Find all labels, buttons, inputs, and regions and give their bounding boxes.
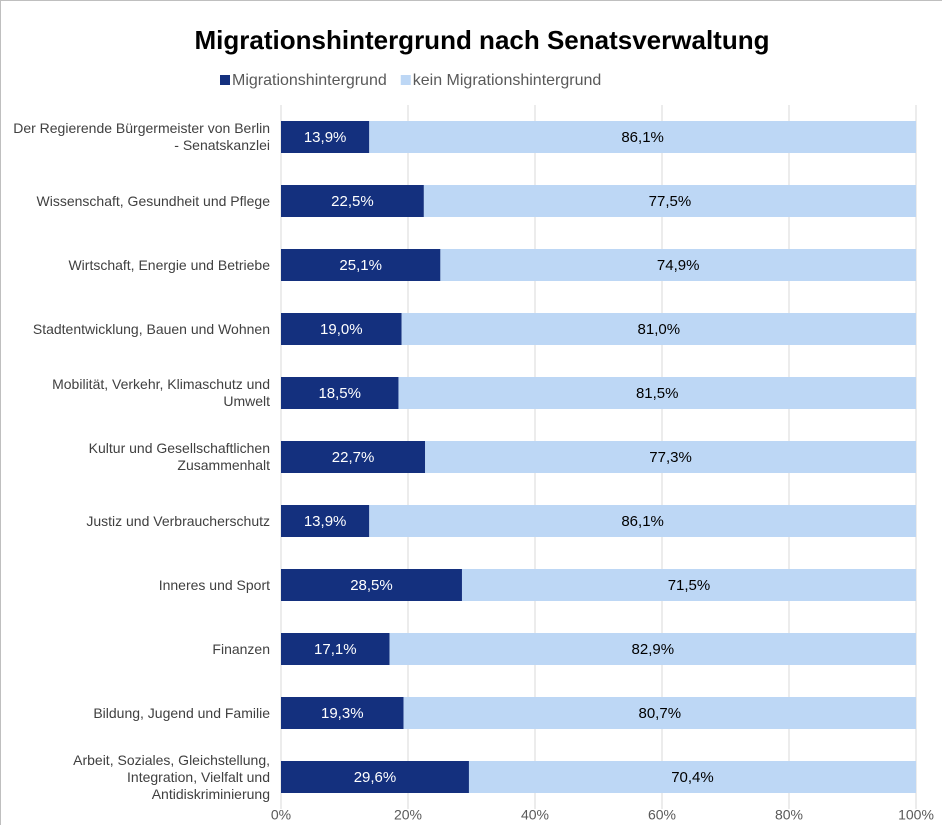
data-label: 19,3% bbox=[321, 705, 364, 722]
data-label: 81,5% bbox=[636, 385, 679, 402]
data-label: 22,7% bbox=[332, 449, 375, 466]
bar-segment bbox=[281, 505, 370, 537]
bar-segment bbox=[369, 505, 916, 537]
data-label: 86,1% bbox=[621, 513, 664, 530]
bar-segment bbox=[281, 441, 426, 473]
bar-segment bbox=[281, 185, 424, 217]
bar-segment bbox=[389, 633, 917, 665]
data-label: 70,4% bbox=[671, 769, 714, 786]
bar-segment bbox=[281, 569, 462, 601]
bar-segment bbox=[281, 697, 404, 729]
y-tick-label: Wissenschaft, Gesundheit und Pflege bbox=[36, 192, 270, 209]
data-label: 81,0% bbox=[638, 321, 681, 338]
bar-segment bbox=[281, 249, 441, 281]
x-tick-label: 40% bbox=[521, 807, 549, 823]
bar-segment bbox=[468, 761, 916, 793]
x-tick-label: 100% bbox=[898, 807, 934, 823]
bar-segment bbox=[403, 697, 916, 729]
data-label: 18,5% bbox=[318, 385, 361, 402]
data-label: 77,5% bbox=[649, 193, 692, 210]
data-label: 74,9% bbox=[657, 257, 700, 274]
y-tick-label: Arbeit, Soziales, Gleichstellung, Integr… bbox=[73, 751, 270, 802]
bar-segment bbox=[440, 249, 916, 281]
chart-title: Migrationshintergrund nach Senatsverwalt… bbox=[195, 25, 770, 55]
bar-segment bbox=[281, 121, 370, 153]
bar-segment bbox=[281, 377, 399, 409]
bar-segment bbox=[369, 121, 916, 153]
bar-segment bbox=[401, 313, 916, 345]
bar-segment bbox=[281, 761, 469, 793]
y-tick-label: Mobilität, Verkehr, Klimaschutz und Umwe… bbox=[52, 376, 270, 409]
legend-swatch bbox=[400, 75, 411, 85]
data-label: 77,3% bbox=[649, 449, 692, 466]
x-tick-label: 60% bbox=[648, 807, 676, 823]
y-tick-label: Justiz und Verbraucherschutz bbox=[86, 512, 270, 529]
data-label: 25,1% bbox=[339, 257, 382, 274]
data-label: 71,5% bbox=[668, 577, 711, 594]
bar-segment bbox=[281, 313, 402, 345]
data-label: 22,5% bbox=[331, 193, 374, 210]
data-label: 17,1% bbox=[314, 641, 357, 658]
bar-segment bbox=[281, 633, 390, 665]
data-label: 19,0% bbox=[320, 321, 363, 338]
x-tick-label: 20% bbox=[394, 807, 422, 823]
y-tick-label: Wirtschaft, Energie und Betriebe bbox=[68, 256, 270, 273]
y-tick-label: Bildung, Jugend und Familie bbox=[93, 704, 270, 721]
data-label: 13,9% bbox=[304, 129, 347, 146]
x-tick-label: 80% bbox=[775, 807, 803, 823]
legend-label: Migrationshintergrund bbox=[232, 72, 387, 89]
bar-segment bbox=[461, 569, 916, 601]
y-tick-label: Der Regierende Bürgermeister von Berlin … bbox=[13, 120, 270, 153]
bar-segment bbox=[398, 377, 917, 409]
data-label: 13,9% bbox=[304, 513, 347, 530]
x-tick-label: 0% bbox=[271, 807, 291, 823]
data-label: 29,6% bbox=[354, 769, 397, 786]
y-tick-label: Kultur und Gesellschaftlichen Zusammenha… bbox=[88, 440, 270, 473]
y-tick-label: Inneres und Sport bbox=[158, 576, 270, 593]
y-tick-label: Finanzen bbox=[212, 640, 270, 657]
bar-segment bbox=[423, 185, 916, 217]
data-label: 86,1% bbox=[621, 129, 664, 146]
data-label: 80,7% bbox=[639, 705, 682, 722]
legend-swatch bbox=[220, 75, 230, 85]
bar-segment bbox=[425, 441, 916, 473]
legend-label: kein Migrationshintergrund bbox=[413, 72, 602, 89]
data-label: 28,5% bbox=[350, 577, 393, 594]
y-tick-label: Stadtentwicklung, Bauen und Wohnen bbox=[32, 320, 270, 337]
data-label: 82,9% bbox=[632, 641, 675, 658]
